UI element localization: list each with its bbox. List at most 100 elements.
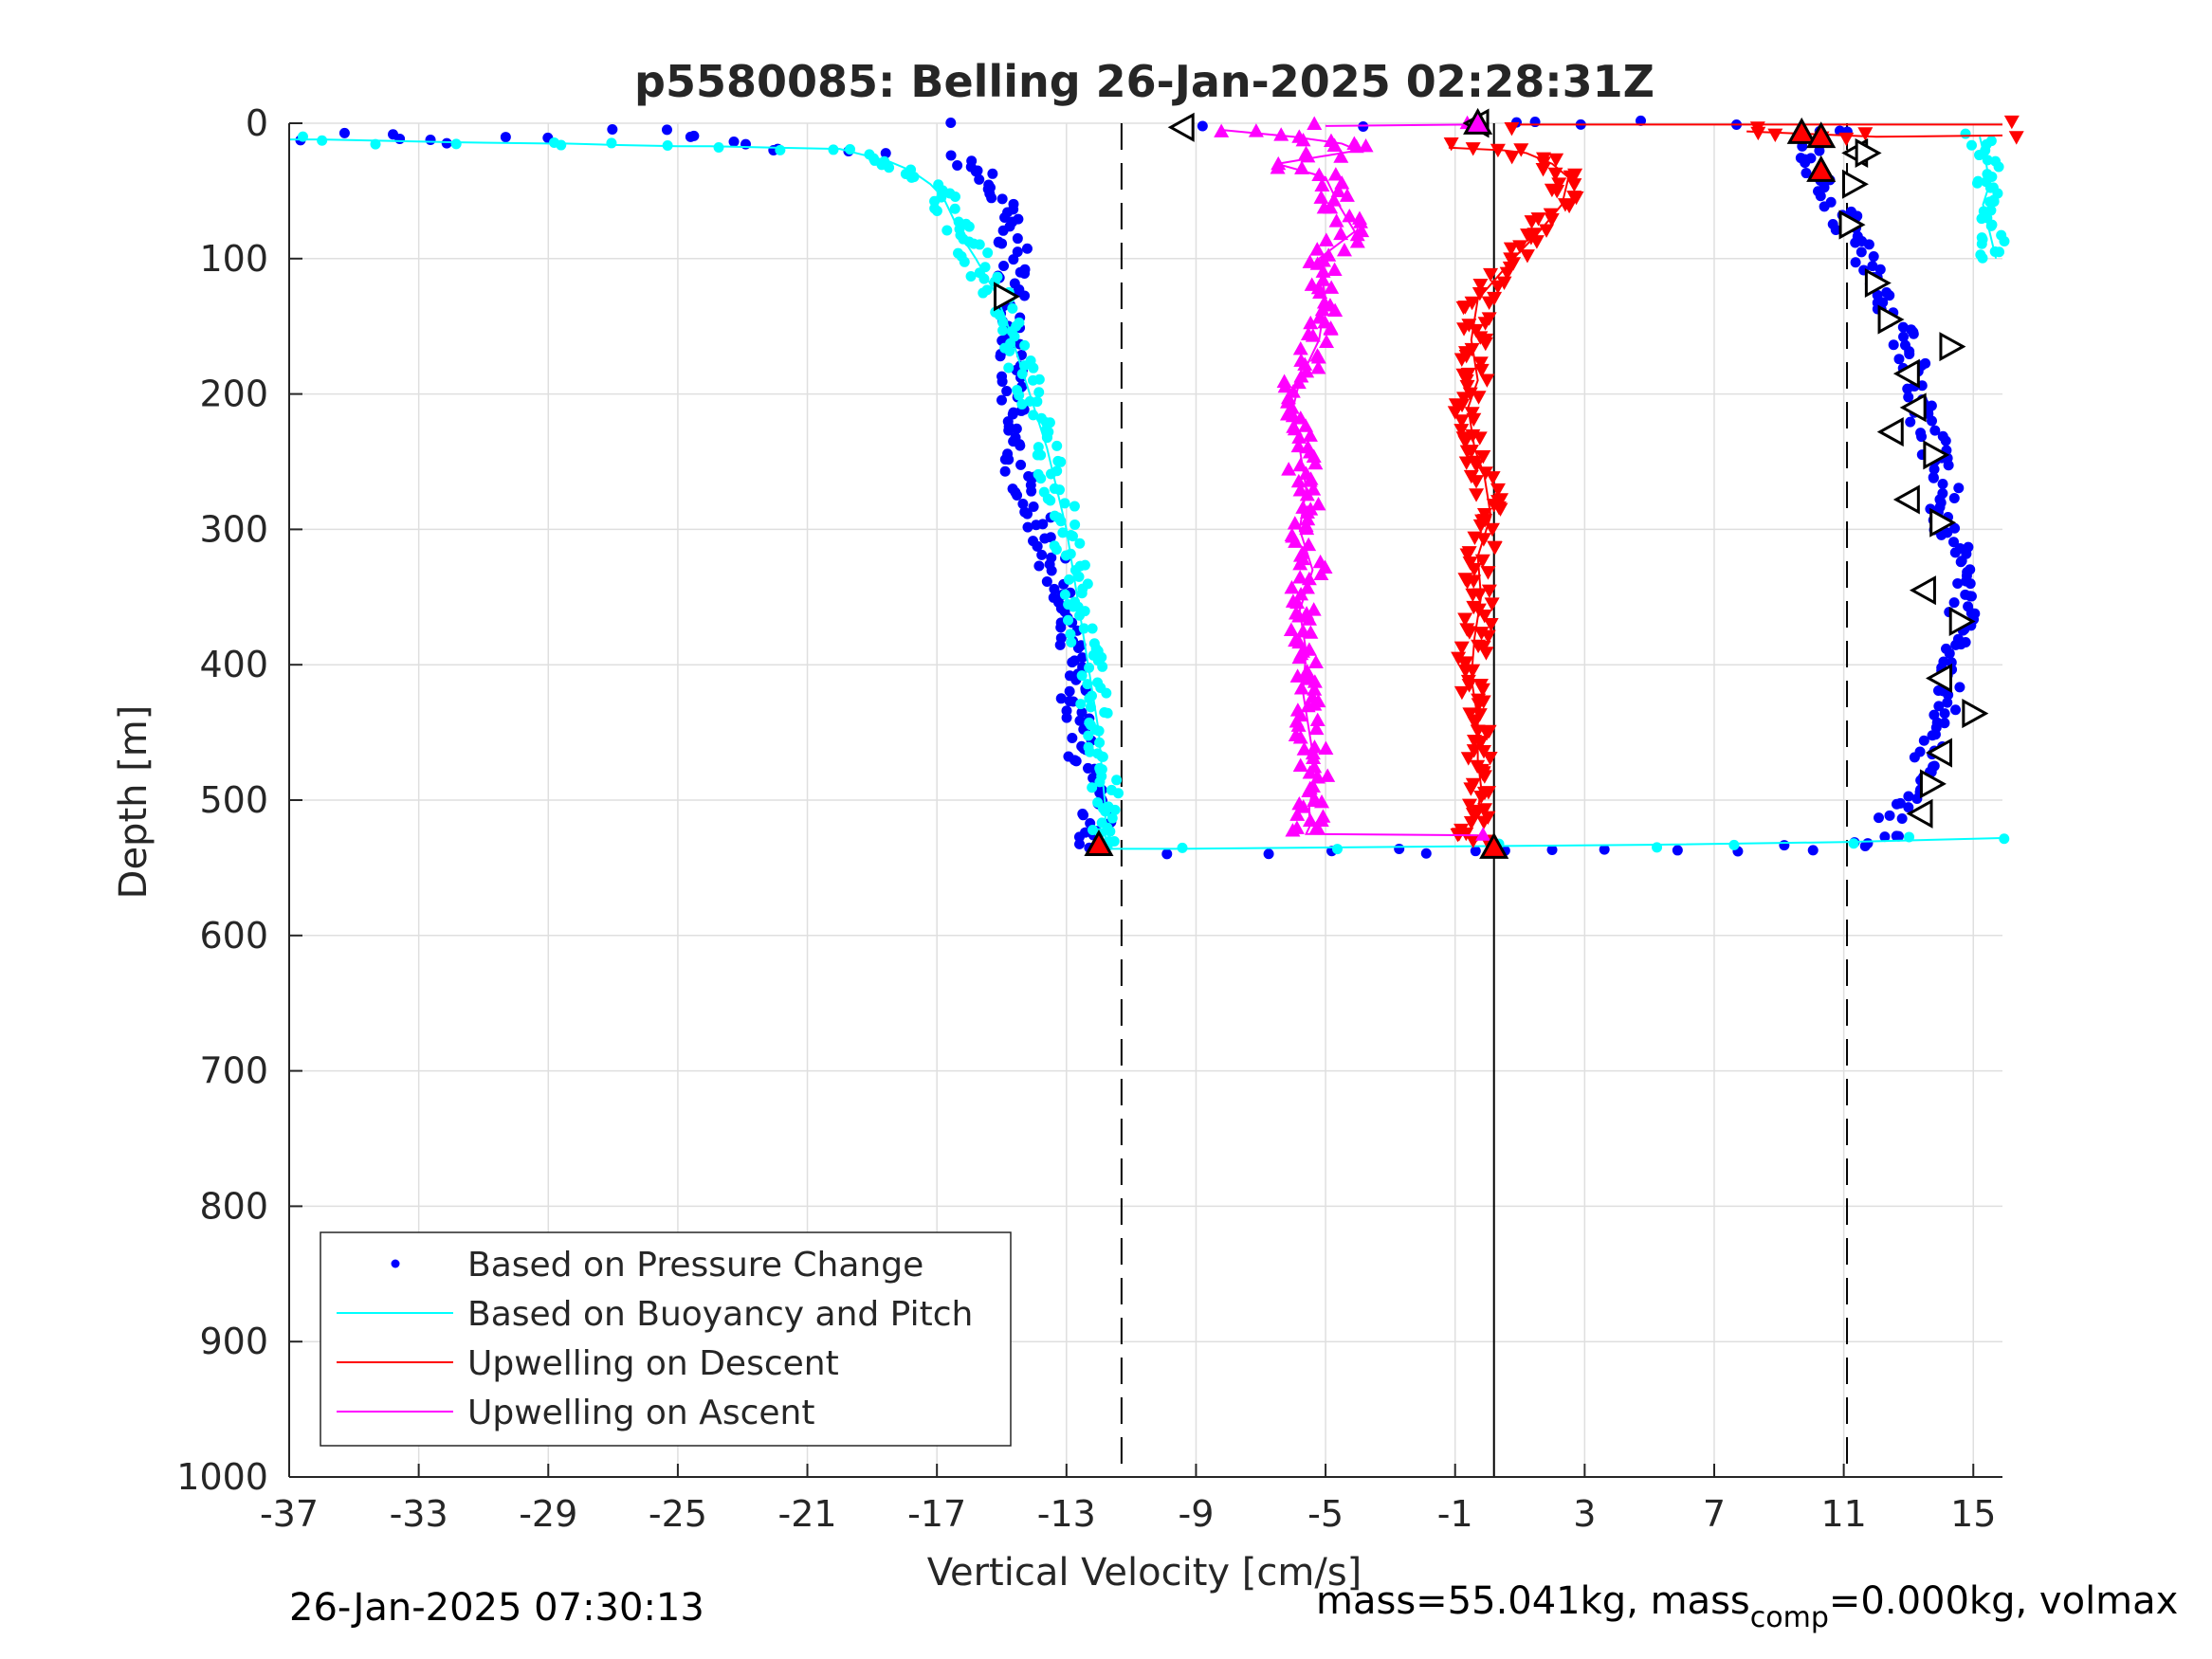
data-point (1076, 588, 1088, 599)
data-point (1464, 296, 1480, 311)
data-point (1566, 191, 1582, 205)
data-point (1292, 457, 1308, 472)
data-point (1298, 418, 1314, 432)
series-upwelling-on-ascent (1214, 115, 1491, 841)
marker-left (1926, 738, 1952, 768)
legend: Based on Pressure Change Based on Buoyanc… (320, 1231, 1012, 1447)
data-point (1307, 697, 1323, 711)
data-point (1105, 826, 1116, 837)
data-point (1672, 845, 1683, 856)
data-point (1966, 139, 1978, 151)
data-point (1067, 531, 1078, 542)
data-point (1314, 177, 1330, 192)
data-point (1310, 497, 1326, 511)
data-point (1461, 626, 1477, 640)
data-point (1290, 473, 1307, 488)
data-point (1475, 449, 1491, 465)
data-point (1877, 297, 1889, 308)
data-point (982, 247, 994, 259)
data-point (1891, 798, 1902, 810)
data-point (1059, 498, 1070, 509)
data-point (1074, 838, 1086, 849)
data-point (1455, 301, 1472, 316)
marker-right (1855, 137, 1882, 168)
data-point (1290, 374, 1307, 390)
data-point (1963, 541, 1974, 553)
data-point (1083, 730, 1094, 741)
data-point (1035, 473, 1047, 484)
data-point (1874, 264, 1886, 275)
data-point (970, 166, 981, 177)
data-point (1904, 348, 1915, 359)
data-point (1466, 714, 1482, 728)
marker-group (1084, 117, 1837, 859)
data-point (1069, 501, 1080, 512)
data-point (1461, 679, 1477, 693)
data-point (1042, 493, 1053, 504)
data-point (1297, 356, 1313, 371)
data-point (1072, 643, 1084, 654)
data-point (1636, 115, 1647, 126)
data-point (1499, 266, 1515, 282)
data-point (1007, 302, 1018, 314)
data-point (978, 273, 990, 284)
data-point (1028, 410, 1039, 421)
data-point (1309, 256, 1325, 270)
x-tick-label: -29 (519, 1493, 577, 1535)
data-point (996, 193, 1008, 205)
x-axis-label: Vertical Velocity [cm/s] (927, 1551, 1362, 1595)
data-point (1484, 522, 1500, 538)
data-point (1293, 681, 1309, 695)
x-tick-label: 15 (1950, 1493, 1996, 1535)
marker-up (1463, 107, 1493, 135)
data-point (950, 191, 961, 202)
data-point (1289, 807, 1306, 821)
data-point (828, 144, 839, 155)
data-point (370, 138, 381, 150)
data-point (1292, 570, 1308, 584)
data-point (1313, 190, 1329, 204)
data-point (1459, 379, 1475, 394)
data-point (1471, 698, 1487, 712)
data-point (1022, 508, 1033, 520)
data-point (1003, 425, 1015, 436)
marker-left (1909, 575, 1936, 606)
y-tick-label: 900 (199, 1321, 268, 1362)
data-point (1960, 128, 1971, 139)
mass-after-subscript: =0.000kg, volmax (1828, 1579, 2179, 1623)
data-point (1971, 177, 1983, 189)
data-point (929, 195, 941, 207)
data-point (1087, 782, 1098, 793)
data-point (1473, 363, 1490, 378)
data-point (1094, 737, 1106, 748)
data-point (1302, 428, 1318, 442)
data-point (1420, 848, 1432, 859)
data-point (1074, 715, 1086, 726)
data-point (945, 117, 957, 128)
marker-right (1841, 169, 1869, 199)
data-point (1049, 583, 1060, 594)
data-point (1078, 810, 1089, 821)
data-point (1848, 838, 1859, 849)
data-point (1302, 611, 1318, 626)
data-point (1852, 230, 1863, 242)
data-point (1457, 656, 1473, 670)
data-point (1457, 612, 1473, 627)
data-point (1939, 708, 1950, 720)
data-point (1012, 489, 1023, 501)
data-point (1028, 501, 1039, 512)
data-point (1292, 556, 1308, 571)
data-point (1457, 435, 1473, 449)
data-point (998, 260, 1010, 271)
data-point (1036, 549, 1048, 560)
data-point (1307, 455, 1324, 470)
data-point (2008, 131, 2024, 145)
data-point (1546, 844, 1558, 855)
data-point (1307, 682, 1323, 696)
data-point (1358, 137, 1374, 153)
data-point (1814, 145, 1825, 156)
data-point (1456, 392, 1472, 406)
data-point (1465, 808, 1481, 822)
data-point (1906, 324, 1917, 336)
data-point (1032, 540, 1043, 552)
